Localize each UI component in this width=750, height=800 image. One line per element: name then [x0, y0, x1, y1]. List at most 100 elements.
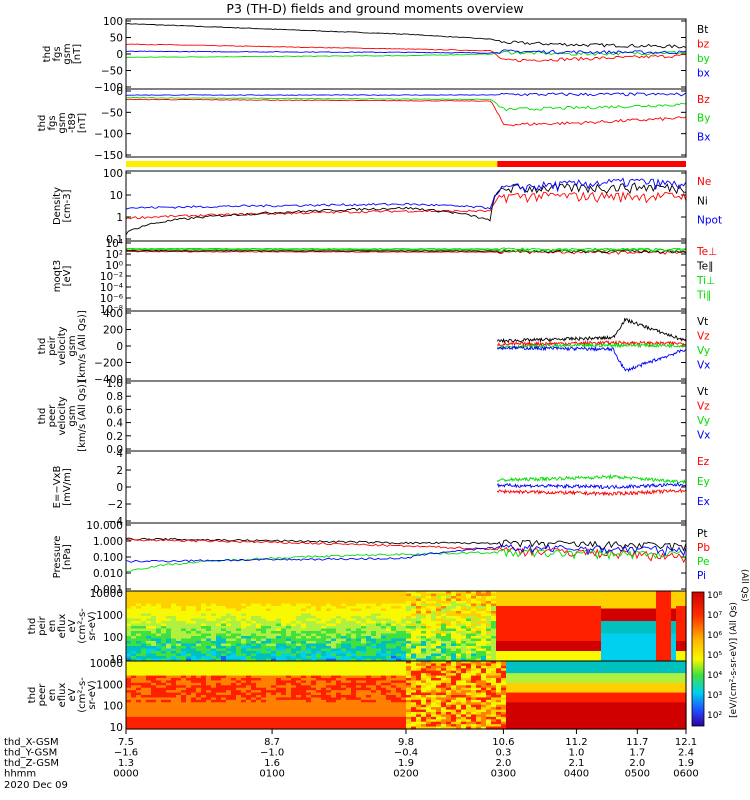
spectrogram-cell	[236, 621, 242, 625]
spectrogram-cell	[636, 598, 642, 602]
spectrogram-cell	[281, 687, 287, 691]
spectrogram-cell	[476, 596, 482, 600]
spectrogram-cell	[621, 646, 627, 650]
spectrogram-cell	[411, 593, 417, 597]
spectrogram-cell	[186, 670, 192, 674]
spectrogram-cell	[156, 631, 162, 635]
spectrogram-cell	[571, 596, 577, 600]
y-axis-label: -t89	[67, 113, 78, 133]
spectrogram-cell	[401, 670, 407, 674]
spectrogram-cell	[241, 641, 247, 645]
spectrogram-cell	[396, 716, 402, 720]
spectrogram-cell	[601, 641, 607, 645]
y-tick-label: −50	[101, 107, 123, 119]
spectrogram-cell	[376, 668, 382, 672]
spectrogram-cell	[356, 721, 362, 725]
spectrogram-cell	[336, 603, 342, 607]
spectrogram-cell	[361, 724, 367, 728]
spectrogram-cell	[526, 601, 532, 605]
spectrogram-cell	[376, 682, 382, 686]
spectrogram-cell	[581, 618, 587, 622]
spectrogram-cell	[521, 641, 527, 645]
spectrogram-cell	[126, 709, 132, 713]
spectrogram-cell	[566, 648, 572, 652]
spectrogram-cell	[201, 714, 207, 718]
spectrogram-cell	[631, 653, 637, 657]
spectrogram-cell	[381, 616, 387, 620]
spectrogram-cell	[326, 687, 332, 691]
spectrogram-cell	[591, 651, 597, 655]
spectrogram-cell	[376, 709, 382, 713]
spectrogram-cell	[261, 719, 267, 723]
spectrogram-cell	[551, 603, 557, 607]
spectrogram-cell	[161, 675, 167, 679]
spectrogram-cell	[421, 603, 427, 607]
spectrogram-cell	[616, 656, 622, 660]
spectrogram-cell	[171, 680, 177, 684]
spectrogram-cell	[281, 616, 287, 620]
spectrogram-cell	[336, 593, 342, 597]
spectrogram-cell	[136, 714, 142, 718]
spectrogram-cell	[381, 673, 387, 677]
spectrogram-cell	[316, 721, 322, 725]
spectrogram-cell	[306, 606, 312, 610]
spectrogram-cell	[401, 613, 407, 617]
spectrogram-cell	[326, 678, 332, 682]
spectrogram-cell	[151, 692, 157, 696]
spectrogram-cell	[386, 709, 392, 713]
spectrogram-cell	[526, 626, 532, 630]
spectrogram-cell	[336, 636, 342, 640]
spectrogram-cell	[506, 613, 512, 617]
spectrogram-cell	[196, 687, 202, 691]
spectrogram-cell	[226, 699, 232, 703]
spectrogram-cell	[551, 606, 557, 610]
spectrogram-cell	[421, 623, 427, 627]
spectrogram-cell	[176, 721, 182, 725]
spectrogram-cell	[276, 668, 282, 672]
spectrogram-cell	[136, 638, 142, 642]
spectrogram-cell	[126, 682, 132, 686]
spectrogram-cell	[151, 716, 157, 720]
spectrogram-cell	[386, 633, 392, 637]
spectrogram-cell	[146, 665, 152, 669]
spectrogram-cell	[666, 611, 672, 615]
spectrogram-cell	[371, 598, 377, 602]
spectrogram-cell	[176, 675, 182, 679]
spectrogram-cell	[376, 598, 382, 602]
legend-bx: bx	[697, 68, 710, 80]
spectrogram-cell	[361, 707, 367, 711]
spectrogram-cell	[321, 593, 327, 597]
spectrogram-cell	[341, 591, 347, 595]
y-tick-label: 0.010	[93, 568, 123, 580]
spectrogram-cell	[501, 593, 507, 597]
spectrogram-cell	[421, 618, 427, 622]
spectrogram-cell	[261, 593, 267, 597]
spectrogram-cell	[281, 593, 287, 597]
spectrogram-cell	[436, 633, 442, 637]
spectrogram-cell	[156, 692, 162, 696]
spectrogram-cell	[251, 591, 257, 595]
spectrogram-cell	[236, 651, 242, 655]
spectrogram-cell	[221, 621, 227, 625]
spectrogram-cell	[666, 598, 672, 602]
spectrogram-cell	[506, 631, 512, 635]
spectrogram-cell	[346, 697, 352, 701]
spectrogram-cell	[466, 596, 472, 600]
spectrogram-cell	[131, 668, 137, 672]
spectrogram-cell	[671, 608, 677, 612]
spectrogram-cell	[406, 616, 412, 620]
spectrogram-cell	[536, 613, 542, 617]
spectrogram-cell	[286, 665, 292, 669]
spectrogram-cell	[376, 653, 382, 657]
spectrogram-cell	[471, 653, 477, 657]
spectrogram-cell	[181, 678, 187, 682]
spectrogram-cell	[271, 638, 277, 642]
spectrogram-cell	[321, 638, 327, 642]
spectrogram-cell	[296, 638, 302, 642]
spectrogram-cell	[221, 633, 227, 637]
spectrogram-cell	[171, 675, 177, 679]
spectrogram-cell	[301, 675, 307, 679]
spectrogram-cell	[191, 673, 197, 677]
spectrogram-cell	[166, 613, 172, 617]
spectrogram-cell	[506, 596, 512, 600]
